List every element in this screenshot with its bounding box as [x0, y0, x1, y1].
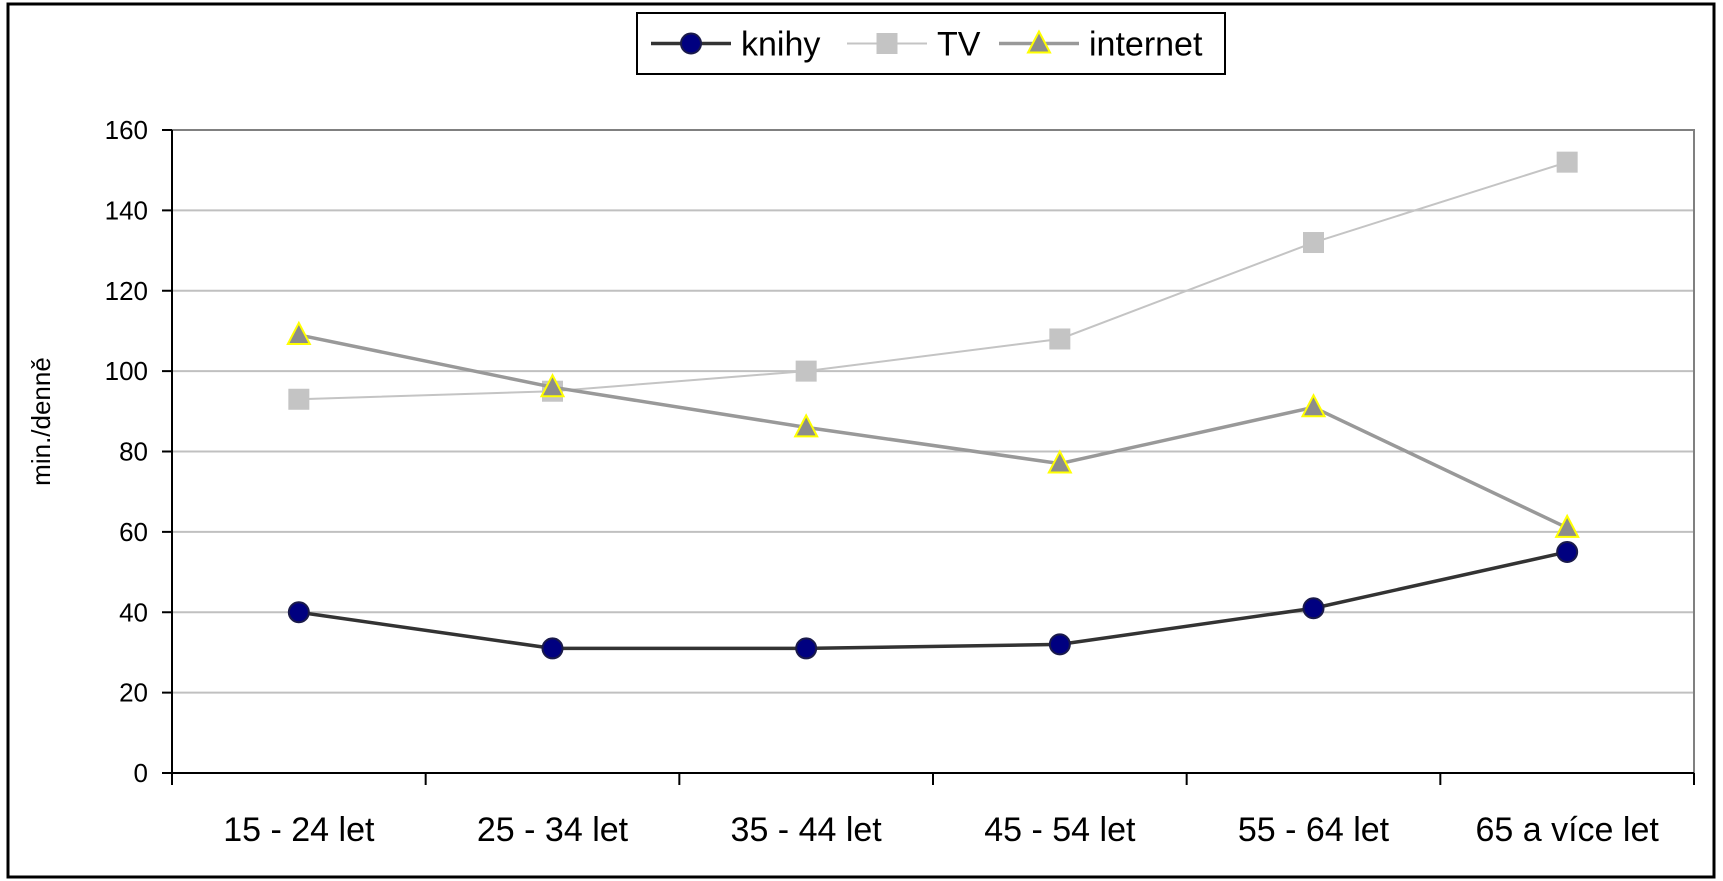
y-tick-label: 140 [105, 195, 148, 225]
y-tick-label: 20 [119, 678, 148, 708]
y-tick-label: 60 [119, 517, 148, 547]
gridlines [172, 129, 1694, 694]
y-tick-label: 100 [105, 356, 148, 386]
data-point [286, 320, 312, 345]
data-point [288, 388, 310, 410]
legend-marker [1026, 29, 1052, 54]
data-point [793, 413, 819, 438]
y-tick-label: 0 [134, 758, 148, 788]
y-tick-label: 160 [105, 115, 148, 145]
data-point [1554, 513, 1580, 538]
x-tick-label: 65 a více let [1475, 811, 1659, 849]
data-point [1047, 449, 1073, 474]
y-tick-label: 40 [119, 597, 148, 627]
legend-marker [680, 32, 702, 55]
data-point [1302, 597, 1325, 620]
legend: knihy TV internet [636, 12, 1226, 75]
x-tick-label: 35 - 44 let [731, 811, 883, 849]
series-layer [286, 151, 1580, 660]
data-point [1048, 633, 1071, 656]
series-internet [286, 320, 1580, 538]
data-point [1049, 328, 1071, 350]
chart-border [6, 2, 1716, 879]
legend-item-knihy: knihy [651, 26, 820, 64]
x-tick-label: 45 - 54 let [984, 811, 1136, 849]
x-tick-label: 15 - 24 let [223, 811, 375, 849]
y-axis-title: min./denně [26, 357, 56, 486]
legend-label: internet [1089, 26, 1203, 64]
legend-label: TV [937, 26, 981, 64]
data-point [1556, 540, 1579, 563]
data-point [541, 637, 564, 660]
series-knihy [287, 540, 1579, 660]
series-line [298, 550, 1568, 651]
legend-item-TV: TV [847, 26, 981, 64]
data-point [1303, 232, 1324, 254]
data-point [795, 360, 817, 382]
y-tick-label: 120 [105, 276, 148, 306]
legend-marker [876, 33, 898, 54]
data-point [287, 601, 310, 624]
legend-item-internet: internet [999, 26, 1203, 64]
legend-box [636, 12, 1226, 75]
data-point [1300, 393, 1327, 418]
series-line [298, 161, 1568, 401]
axes: 0 20 40 60 80 100 120 140 160 15 - 24 let 25 - 34 … [105, 115, 1695, 849]
series-line [298, 333, 1568, 530]
data-point [1556, 151, 1578, 173]
legend-label: knihy [741, 26, 820, 64]
x-tick-label: 55 - 64 let [1238, 811, 1390, 849]
y-tick-label: 80 [119, 437, 148, 467]
x-tick-label: 25 - 34 let [477, 811, 629, 849]
data-point [795, 637, 818, 660]
data-point [539, 373, 566, 398]
